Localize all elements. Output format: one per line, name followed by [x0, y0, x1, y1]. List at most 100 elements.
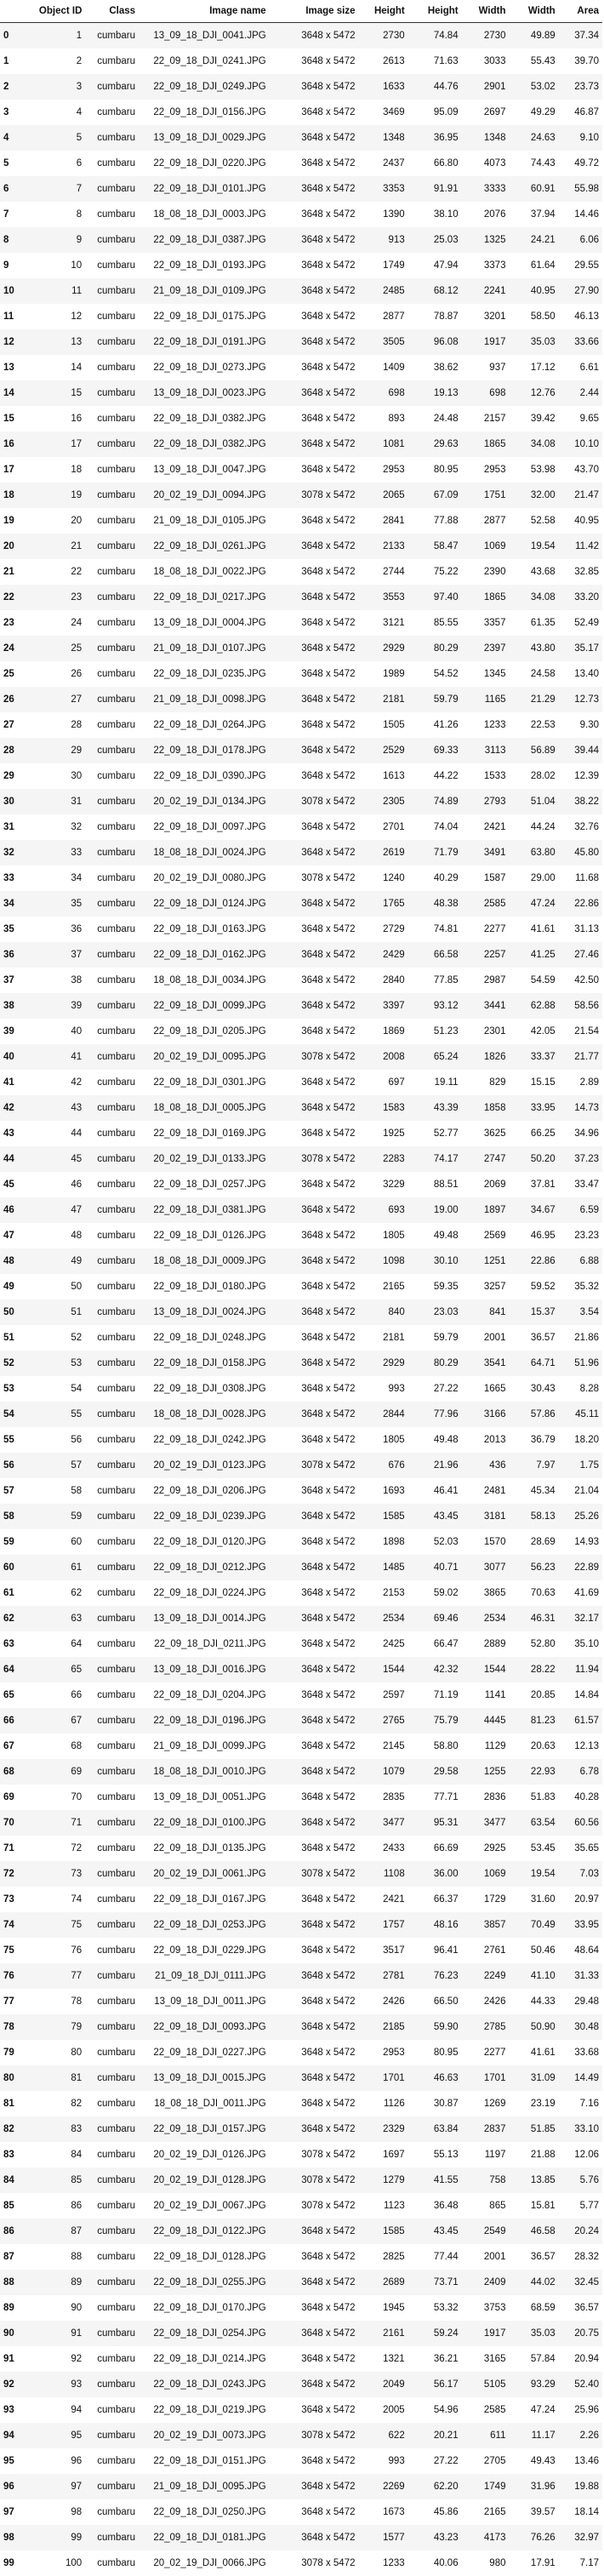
- class-cell: cumbaru: [97, 2328, 135, 2339]
- height-px: 2529: [383, 745, 405, 756]
- table-row: 44 45 cumbaru 20_02_19_DJI_0133.JPG 3078 x 5…: [0, 1145, 602, 1172]
- image-size: 3078 x 5472: [301, 872, 356, 883]
- height-m: 77.85: [433, 974, 459, 985]
- class-cell: cumbaru: [97, 2098, 135, 2109]
- image-name: 20_02_19_DJI_0094.JPG: [153, 489, 266, 500]
- table-row: 90 91 cumbaru 22_09_18_DJI_0254.JPG 3648 x 5…: [0, 2320, 602, 2346]
- image-name: 22_09_18_DJI_0196.JPG: [153, 1715, 266, 1726]
- area: 20.94: [574, 2353, 599, 2364]
- width-m: 51.83: [530, 1791, 556, 1802]
- image-name: 22_09_18_DJI_0170.JPG: [153, 2302, 266, 2313]
- table-row: 50 51 cumbaru 13_09_18_DJI_0024.JPG 3648 x 5…: [0, 1299, 602, 1325]
- class-cell: cumbaru: [97, 1689, 135, 1700]
- object-id: 75: [71, 1919, 83, 1930]
- width-m: 22.86: [530, 1255, 556, 1266]
- image-name: 22_09_18_DJI_0204.JPG: [153, 1689, 266, 1700]
- height-px: 2065: [383, 489, 405, 500]
- width-px: 2069: [483, 1179, 506, 1190]
- class-cell: cumbaru: [97, 1996, 135, 2007]
- width-m: 34.08: [530, 438, 556, 449]
- object-id: 52: [71, 1332, 83, 1343]
- width-m: 24.21: [530, 234, 556, 245]
- width-m-header: Width: [509, 0, 559, 23]
- object-id: 37: [71, 949, 83, 960]
- width-px: 2837: [483, 2123, 506, 2134]
- image-name: 22_09_18_DJI_0224.JPG: [153, 1587, 266, 1598]
- width-px: 1701: [483, 2072, 506, 2083]
- table-row: 75 76 cumbaru 22_09_18_DJI_0229.JPG 3648 x 5…: [0, 1938, 602, 1963]
- image-size: 3648 x 5472: [301, 1996, 356, 2007]
- image-name: 20_02_19_DJI_0066.JPG: [153, 2557, 266, 2568]
- object-id: 59: [71, 1511, 83, 1522]
- area: 27.90: [574, 285, 599, 296]
- width-px: 698: [489, 387, 506, 398]
- image-name: 22_09_18_DJI_0097.JPG: [153, 821, 266, 832]
- image-name: 22_09_18_DJI_0229.JPG: [153, 1945, 266, 1956]
- height-m: 66.47: [433, 1638, 459, 1649]
- area: 8.28: [579, 1383, 599, 1394]
- table-row: 59 60 cumbaru 22_09_18_DJI_0120.JPG 3648 x 5…: [0, 1529, 602, 1555]
- area: 12.13: [574, 1740, 599, 1751]
- image-size: 3648 x 5472: [301, 1281, 356, 1292]
- class-cell: cumbaru: [97, 898, 135, 909]
- width-m: 12.76: [530, 387, 556, 398]
- object-id: 40: [71, 1025, 83, 1037]
- table-row: 99 100 cumbaru 20_02_19_DJI_0066.JPG 3078 x …: [0, 2550, 602, 2576]
- image-name: 18_08_18_DJI_0010.JPG: [153, 1766, 266, 1777]
- height-px: 3121: [383, 617, 405, 628]
- row-index: 52: [3, 1357, 14, 1368]
- image-size: 3078 x 5472: [301, 2149, 356, 2160]
- table-row: 34 35 cumbaru 22_09_18_DJI_0124.JPG 3648 x 5…: [0, 890, 602, 917]
- image-name: 21_09_18_DJI_0107.JPG: [153, 643, 266, 654]
- height-m: 80.29: [433, 1357, 459, 1368]
- row-index: 54: [3, 1408, 14, 1419]
- image-name: 22_09_18_DJI_0249.JPG: [153, 81, 266, 92]
- height-m: 44.76: [433, 81, 459, 92]
- image-size: 3648 x 5472: [301, 2302, 356, 2313]
- height-m: 96.08: [433, 336, 459, 347]
- image-name: 13_09_18_DJI_0029.JPG: [153, 132, 266, 143]
- area: 37.34: [574, 30, 599, 41]
- row-index: 47: [3, 1230, 14, 1241]
- image-name: 22_09_18_DJI_0191.JPG: [153, 336, 266, 347]
- image-size: 3648 x 5472: [301, 1970, 356, 1981]
- height-m: 45.86: [433, 2506, 459, 2517]
- height-px: 2133: [383, 540, 405, 551]
- height-px: 2433: [383, 1842, 405, 1853]
- image-size: 3648 x 5472: [301, 591, 356, 603]
- image-size: 3648 x 5472: [301, 2251, 356, 2262]
- table-row: 71 72 cumbaru 22_09_18_DJI_0135.JPG 3648 x 5…: [0, 1836, 602, 1861]
- area: 52.49: [574, 617, 599, 628]
- image-size: 3648 x 5472: [301, 387, 356, 398]
- height-m: 85.55: [433, 617, 459, 628]
- height-m: 49.48: [433, 1230, 459, 1241]
- height-px: 2008: [383, 1051, 405, 1062]
- width-px-header: Width: [461, 0, 510, 23]
- height-px: 2730: [383, 30, 405, 41]
- height-m: 67.09: [433, 489, 459, 500]
- image-size: 3648 x 5472: [301, 1000, 356, 1011]
- table-row: 24 25 cumbaru 21_09_18_DJI_0107.JPG 3648 x 5…: [0, 635, 602, 661]
- area: 20.75: [574, 2328, 599, 2339]
- table-row: 82 83 cumbaru 22_09_18_DJI_0157.JPG 3648 x 5…: [0, 2116, 602, 2142]
- area: 49.72: [574, 157, 599, 168]
- object-id: 13: [71, 336, 83, 347]
- table-row: 94 95 cumbaru 20_02_19_DJI_0073.JPG 3078 x 5…: [0, 2422, 602, 2448]
- height-px: 3469: [383, 106, 405, 117]
- object-id: 25: [71, 643, 83, 654]
- image-name: 22_09_18_DJI_0206.JPG: [153, 1485, 266, 1496]
- area: 28.32: [574, 2251, 599, 2262]
- height-px-header: Height: [358, 0, 408, 23]
- width-m: 53.45: [530, 1842, 556, 1853]
- table-row: 4 5 cumbaru 13_09_18_DJI_0029.JPG 3648 x 547…: [0, 124, 602, 151]
- width-m: 47.24: [530, 2404, 556, 2415]
- area: 32.97: [574, 2532, 599, 2543]
- row-index: 8: [3, 234, 9, 245]
- image-size: 3648 x 5472: [301, 1511, 356, 1522]
- class-cell: cumbaru: [97, 923, 135, 934]
- row-index: 16: [3, 438, 14, 449]
- image-name: 22_09_18_DJI_0217.JPG: [153, 591, 266, 603]
- image-name: 22_09_18_DJI_0156.JPG: [153, 106, 266, 117]
- image-size: 3648 x 5472: [301, 1638, 356, 1649]
- height-px: 697: [388, 1077, 405, 1088]
